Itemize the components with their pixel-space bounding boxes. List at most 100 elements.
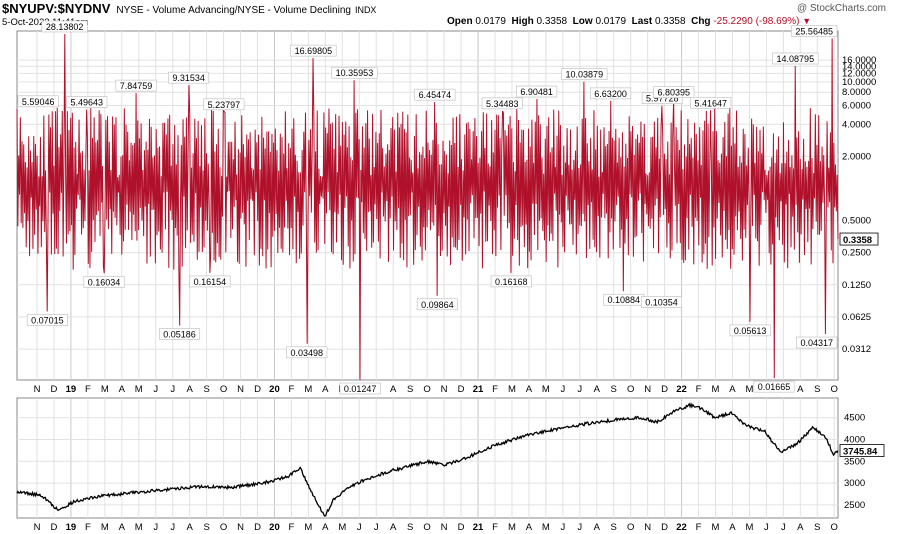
extreme-value-label-box xyxy=(41,20,88,33)
index-x-tick-label: A xyxy=(322,522,329,533)
ratio-x-tick-label: S xyxy=(203,384,209,395)
index-y-tick-label: 4500 xyxy=(844,413,865,424)
high-value: 0.3358 xyxy=(536,16,568,27)
index-y-tick-label: 3500 xyxy=(844,456,865,467)
index-x-tick-label: M xyxy=(712,522,720,533)
extreme-value-label-box xyxy=(286,346,328,359)
index-x-tick-label: A xyxy=(186,522,193,533)
extreme-value-label: 0.07015 xyxy=(31,316,64,326)
index-x-tick-label: O xyxy=(627,522,634,533)
ratio-x-tick-label: O xyxy=(423,384,430,395)
index-x-tick-label: D xyxy=(661,522,668,533)
index-x-tick-label: A xyxy=(797,522,804,533)
chg-value: -25.2290 (-98.69%) xyxy=(713,16,800,27)
extreme-value-label: 10.35953 xyxy=(336,68,374,78)
extreme-value-label: 0.01665 xyxy=(758,382,791,392)
extreme-value-label: 9.31534 xyxy=(172,73,205,83)
extreme-value-label: 10.03879 xyxy=(566,70,604,80)
ohlc-readout: Open 0.0179 High 0.3358 Low 0.0179 Last … xyxy=(447,16,811,27)
ratio-x-tick-label: A xyxy=(526,384,533,395)
index-x-tick-label: 20 xyxy=(269,522,280,533)
index-x-tick-label: A xyxy=(729,522,736,533)
ratio-y-tick-label: 0.5000 xyxy=(842,216,871,227)
index-x-tick-label: D xyxy=(51,522,58,533)
ratio-x-tick-label: O xyxy=(220,384,227,395)
index-x-tick-label: 21 xyxy=(473,522,484,533)
symbol-description: NYSE - Volume Advancing/NYSE - Volume De… xyxy=(116,5,351,16)
extreme-value-label-box xyxy=(414,88,456,101)
extreme-value-label: 0.09864 xyxy=(421,300,454,310)
index-x-tick-label: O xyxy=(220,522,227,533)
ratio-x-tick-label: A xyxy=(186,384,193,395)
extreme-value-label-box xyxy=(331,66,378,79)
index-x-tick-label: A xyxy=(526,522,533,533)
index-x-tick-label: J xyxy=(764,522,769,533)
ratio-y-tick-label: 8.0000 xyxy=(842,87,871,98)
index-x-tick-label: S xyxy=(611,522,617,533)
extreme-value-label-box xyxy=(17,95,59,108)
extreme-value-label-box xyxy=(791,25,838,37)
index-x-tick-label: A xyxy=(594,522,601,533)
extreme-value-label-box xyxy=(516,85,558,98)
extreme-value-label-box xyxy=(490,275,532,288)
open-label: Open xyxy=(447,16,473,27)
index-x-tick-label: J xyxy=(577,522,582,533)
extreme-value-label-box xyxy=(26,314,68,326)
ratio-x-tick-label: M xyxy=(712,384,720,395)
ratio-x-tick-label: N xyxy=(441,384,448,395)
ratio-x-tick-label: M xyxy=(745,384,753,395)
index-x-tick-label: A xyxy=(390,522,397,533)
index-x-tick-label: J xyxy=(170,522,175,533)
index-x-tick-label: N xyxy=(34,522,41,533)
symbol: $NYUPV:$NYDNV xyxy=(2,1,111,16)
extreme-value-label: 0.04317 xyxy=(801,338,834,348)
ratio-x-tick-label: S xyxy=(611,384,617,395)
extreme-value-label: 6.45474 xyxy=(419,90,452,100)
ratio-y-tick-label: 0.2500 xyxy=(842,248,871,259)
index-x-tick-label: M xyxy=(508,522,516,533)
extreme-value-label-box xyxy=(115,79,157,92)
symbol-title: $NYUPV:$NYDNV NYSE - Volume Advancing/NYS… xyxy=(2,1,376,16)
extreme-value-label-box xyxy=(159,328,201,340)
extreme-value-label: 5.59046 xyxy=(22,97,55,107)
ratio-x-tick-label: J xyxy=(577,384,582,395)
ratio-y-tick-label: 4.0000 xyxy=(842,119,871,130)
extreme-value-label-box xyxy=(481,97,523,110)
ratio-x-tick-label: F xyxy=(492,384,498,395)
extreme-value-label: 0.10354 xyxy=(645,298,678,308)
ratio-x-tick-label: S xyxy=(407,384,413,395)
ratio-x-tick-label: S xyxy=(814,384,820,395)
extreme-value-label: 0.16154 xyxy=(194,277,227,287)
ratio-x-tick-label: O xyxy=(831,384,838,395)
extreme-value-label: 7.84759 xyxy=(120,81,153,91)
watermark: @ StockCharts.com xyxy=(796,3,886,14)
extreme-value-label: 6.80395 xyxy=(658,88,691,98)
index-y-tick-label: 4000 xyxy=(844,434,865,445)
index-x-tick-label: J xyxy=(153,522,158,533)
index-x-tick-label: S xyxy=(407,522,413,533)
extreme-value-label-box xyxy=(753,380,795,393)
ratio-x-tick-label: J xyxy=(153,384,158,395)
index-x-tick-label: 22 xyxy=(676,522,687,533)
index-x-tick-label: M xyxy=(745,522,753,533)
extreme-value-label: 0.10884 xyxy=(607,295,640,305)
extreme-value-label-box xyxy=(189,275,231,288)
ratio-x-tick-label: D xyxy=(458,384,465,395)
last-value: 0.3358 xyxy=(654,16,686,27)
index-y-tick-label: 3000 xyxy=(844,478,865,489)
extreme-value-label: 0.05186 xyxy=(163,330,196,340)
ratio-x-tick-label: N xyxy=(34,384,41,395)
ratio-x-tick-label: A xyxy=(119,384,126,395)
ratio-x-tick-label: 19 xyxy=(66,384,77,395)
index-x-tick-label: D xyxy=(254,522,261,533)
ratio-x-tick-label: D xyxy=(661,384,668,395)
ratio-series-line xyxy=(16,33,839,381)
ratio-x-tick-label: F xyxy=(85,384,91,395)
extreme-value-label-box xyxy=(640,296,682,308)
open-value: 0.0179 xyxy=(475,16,506,27)
index-x-tick-label: N xyxy=(644,522,651,533)
ratio-y-tick-label: 0.0312 xyxy=(842,344,871,355)
extreme-value-label-box xyxy=(796,336,838,349)
extreme-value-label: 0.01247 xyxy=(344,384,377,394)
ratio-x-tick-label: M xyxy=(542,384,550,395)
